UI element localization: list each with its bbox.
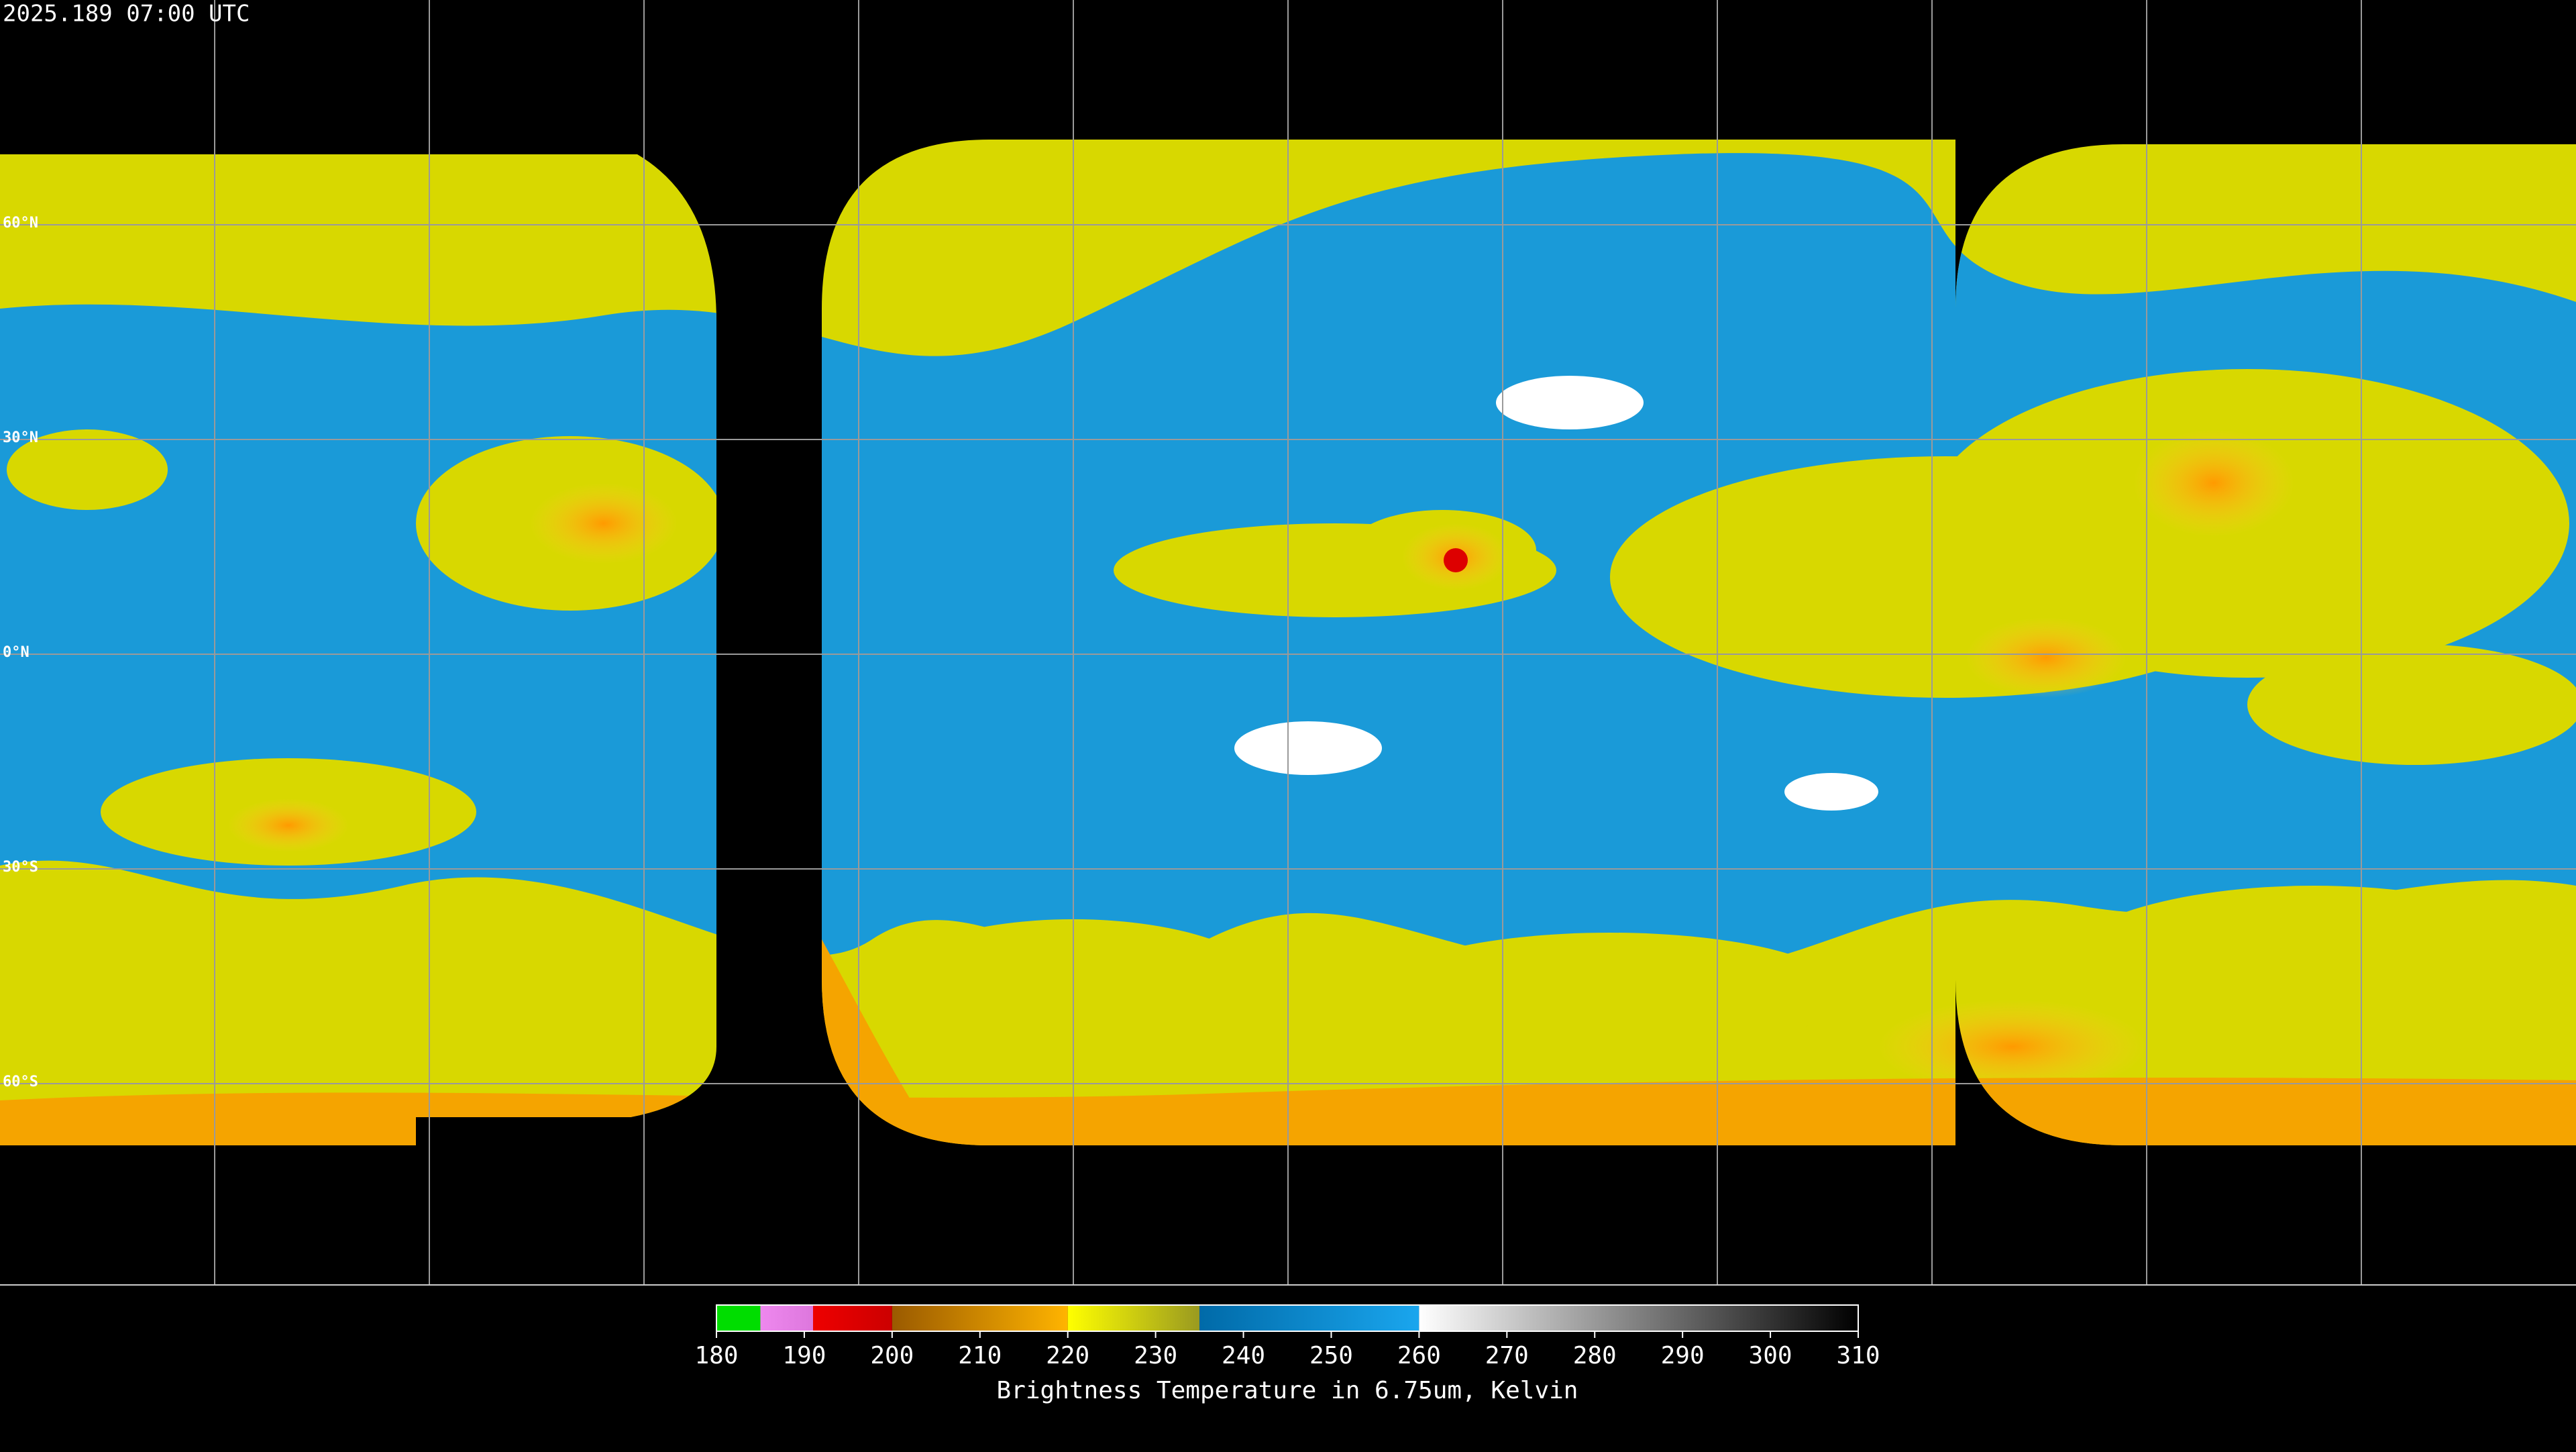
colorbar-tick-label: 210 (958, 1342, 1002, 1369)
colorbar-frame (716, 1304, 1859, 1332)
lat-labels: 60°N 30°N 0°N 30°S 60°S (3, 215, 38, 1090)
colorbar-tick-label: 250 (1309, 1342, 1353, 1369)
colorbar-tick-label: 270 (1485, 1342, 1529, 1369)
colorbar-tick-label: 200 (870, 1342, 914, 1369)
colorbar-tick-label: 260 (1397, 1342, 1441, 1369)
colorbar-segment (892, 1305, 1068, 1331)
colorbar-tick-label: 190 (782, 1342, 826, 1369)
colorbar: 180 190 200 210 220 230 240 250 260 270 280 290 300 3… (694, 1304, 1880, 1369)
lat-label: 30°N (3, 429, 38, 446)
colorbar-tick-label: 300 (1749, 1342, 1792, 1369)
colorbar-segment (813, 1305, 892, 1331)
colorbar-title: Brightness Temperature in 6.75um, Kelvin (997, 1377, 1578, 1404)
colorbar-tick-label: 310 (1836, 1342, 1880, 1369)
colorbar-segment (1419, 1305, 1858, 1331)
colorbar-tick-label: 280 (1573, 1342, 1617, 1369)
colorbar-segment (1199, 1305, 1419, 1331)
lat-label: 0°N (3, 644, 30, 661)
lat-label: 60°N (3, 215, 38, 231)
timestamp: 2025.189 07:00 UTC (3, 1, 250, 28)
colorbar-tick-label: 220 (1046, 1342, 1089, 1369)
colorbar-segment (716, 1305, 761, 1331)
graticule (0, 0, 2576, 1286)
colorbar-tick-label: 240 (1222, 1342, 1265, 1369)
colorbar-tick-label: 180 (694, 1342, 738, 1369)
colorbar-tick-label: 290 (1661, 1342, 1705, 1369)
colorbar-segment (1067, 1305, 1200, 1331)
lat-label: 60°S (3, 1074, 38, 1090)
lat-label: 30°S (3, 859, 38, 876)
colorbar-tick-label: 230 (1134, 1342, 1177, 1369)
colorbar-segment (760, 1305, 814, 1331)
